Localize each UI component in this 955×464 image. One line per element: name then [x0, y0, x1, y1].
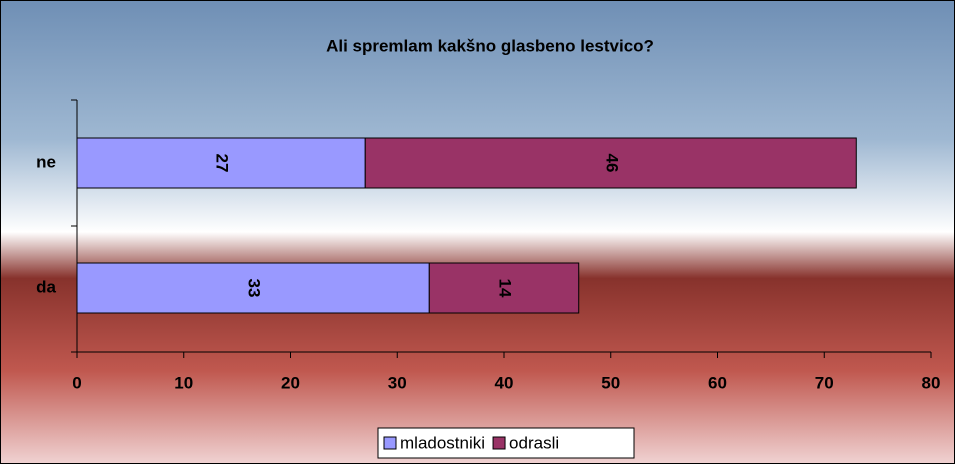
x-tick-label: 60 — [708, 373, 727, 392]
chart-title: Ali spremlam kakšno glasbeno lestvico? — [326, 36, 654, 55]
x-tick-label: 20 — [281, 373, 300, 392]
x-tick-label: 50 — [601, 373, 620, 392]
legend-label: odrasli — [509, 433, 559, 452]
legend-swatch — [492, 436, 506, 450]
x-tick-label: 80 — [922, 373, 941, 392]
x-tick-label: 40 — [495, 373, 514, 392]
x-tick-label: 70 — [815, 373, 834, 392]
legend-swatch — [383, 436, 397, 450]
data-label: 27 — [213, 154, 232, 173]
data-label: 46 — [602, 154, 621, 173]
legend — [377, 427, 635, 459]
y-tick-label: da — [36, 277, 56, 296]
y-tick-label: ne — [36, 152, 56, 171]
bar — [428, 262, 580, 314]
data-label: 33 — [245, 279, 264, 298]
x-tick-label: 10 — [174, 373, 193, 392]
bar — [364, 137, 857, 189]
x-tick-label: 30 — [388, 373, 407, 392]
bar — [76, 137, 366, 189]
x-tick-label: 0 — [72, 373, 81, 392]
legend-label: mladostniki — [400, 433, 485, 452]
data-label: 14 — [496, 279, 515, 298]
bar — [76, 262, 430, 314]
